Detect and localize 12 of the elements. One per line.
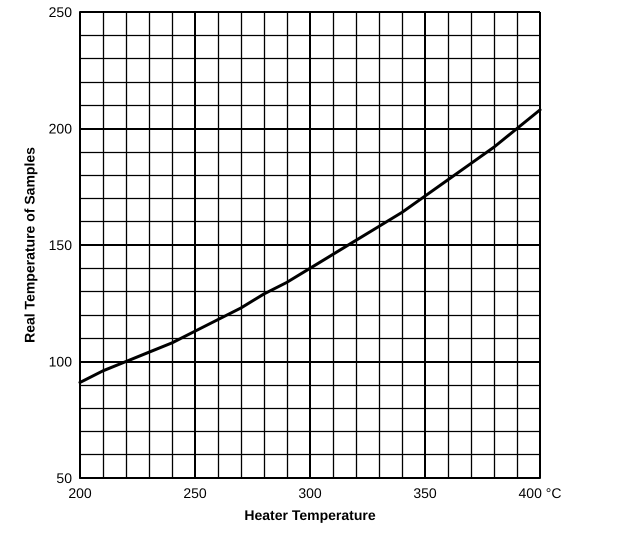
x-tick-label: 250 [183, 485, 207, 501]
x-tick-label: 400 °C [518, 485, 562, 501]
x-tick-label: 200 [68, 485, 92, 501]
y-axis-title: Real Temperature of Samples [22, 146, 38, 343]
y-tick-label: 250 [48, 4, 72, 20]
y-tick-label: 200 [48, 120, 72, 136]
y-tick-label: 100 [48, 354, 72, 370]
y-tick-label: 150 [48, 237, 72, 253]
y-tick-label: 50 [56, 470, 72, 486]
x-axis-title: Heater Temperature [244, 507, 376, 523]
x-tick-label: 350 [413, 485, 437, 501]
x-tick-label: 300 [298, 485, 322, 501]
